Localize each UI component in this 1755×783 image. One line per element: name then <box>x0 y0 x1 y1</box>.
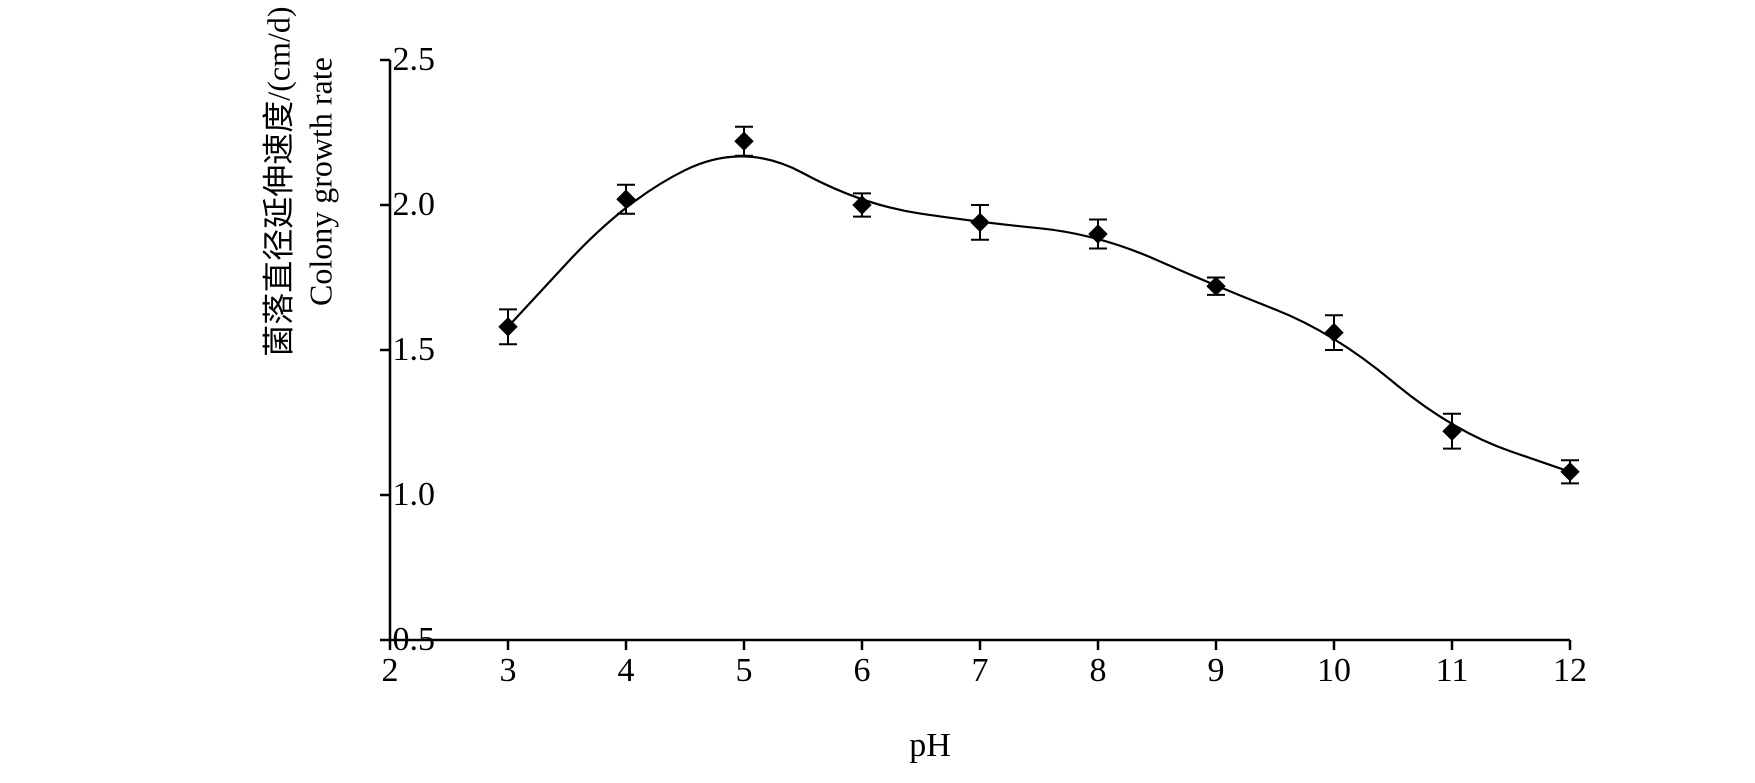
x-tick-label: 7 <box>950 652 1010 690</box>
chart-container: 菌落直径延伸速度/(cm/d) Colony growth rate pH 0.… <box>230 20 1630 760</box>
x-tick-label: 9 <box>1186 652 1246 690</box>
chart-data-layer <box>390 60 1570 640</box>
y-axis-label-cn: 菌落直径延伸速度/(cm/d) <box>258 0 300 432</box>
x-tick-label: 5 <box>714 652 774 690</box>
x-tick-label: 3 <box>478 652 538 690</box>
y-tick-label: 2.5 <box>335 41 435 79</box>
x-tick-label: 10 <box>1304 652 1364 690</box>
x-tick-label: 4 <box>596 652 656 690</box>
y-tick-label: 1.0 <box>335 476 435 514</box>
x-tick-label: 2 <box>360 652 420 690</box>
x-tick-label: 6 <box>832 652 892 690</box>
plot-area <box>390 60 1570 640</box>
x-axis-label: pH <box>909 727 951 765</box>
y-tick-label: 1.5 <box>335 331 435 369</box>
x-tick-label: 11 <box>1422 652 1482 690</box>
y-axis-label: 菌落直径延伸速度/(cm/d) Colony growth rate <box>258 0 341 432</box>
y-tick-label: 2.0 <box>335 186 435 224</box>
x-tick-label: 12 <box>1540 652 1600 690</box>
x-tick-label: 8 <box>1068 652 1128 690</box>
